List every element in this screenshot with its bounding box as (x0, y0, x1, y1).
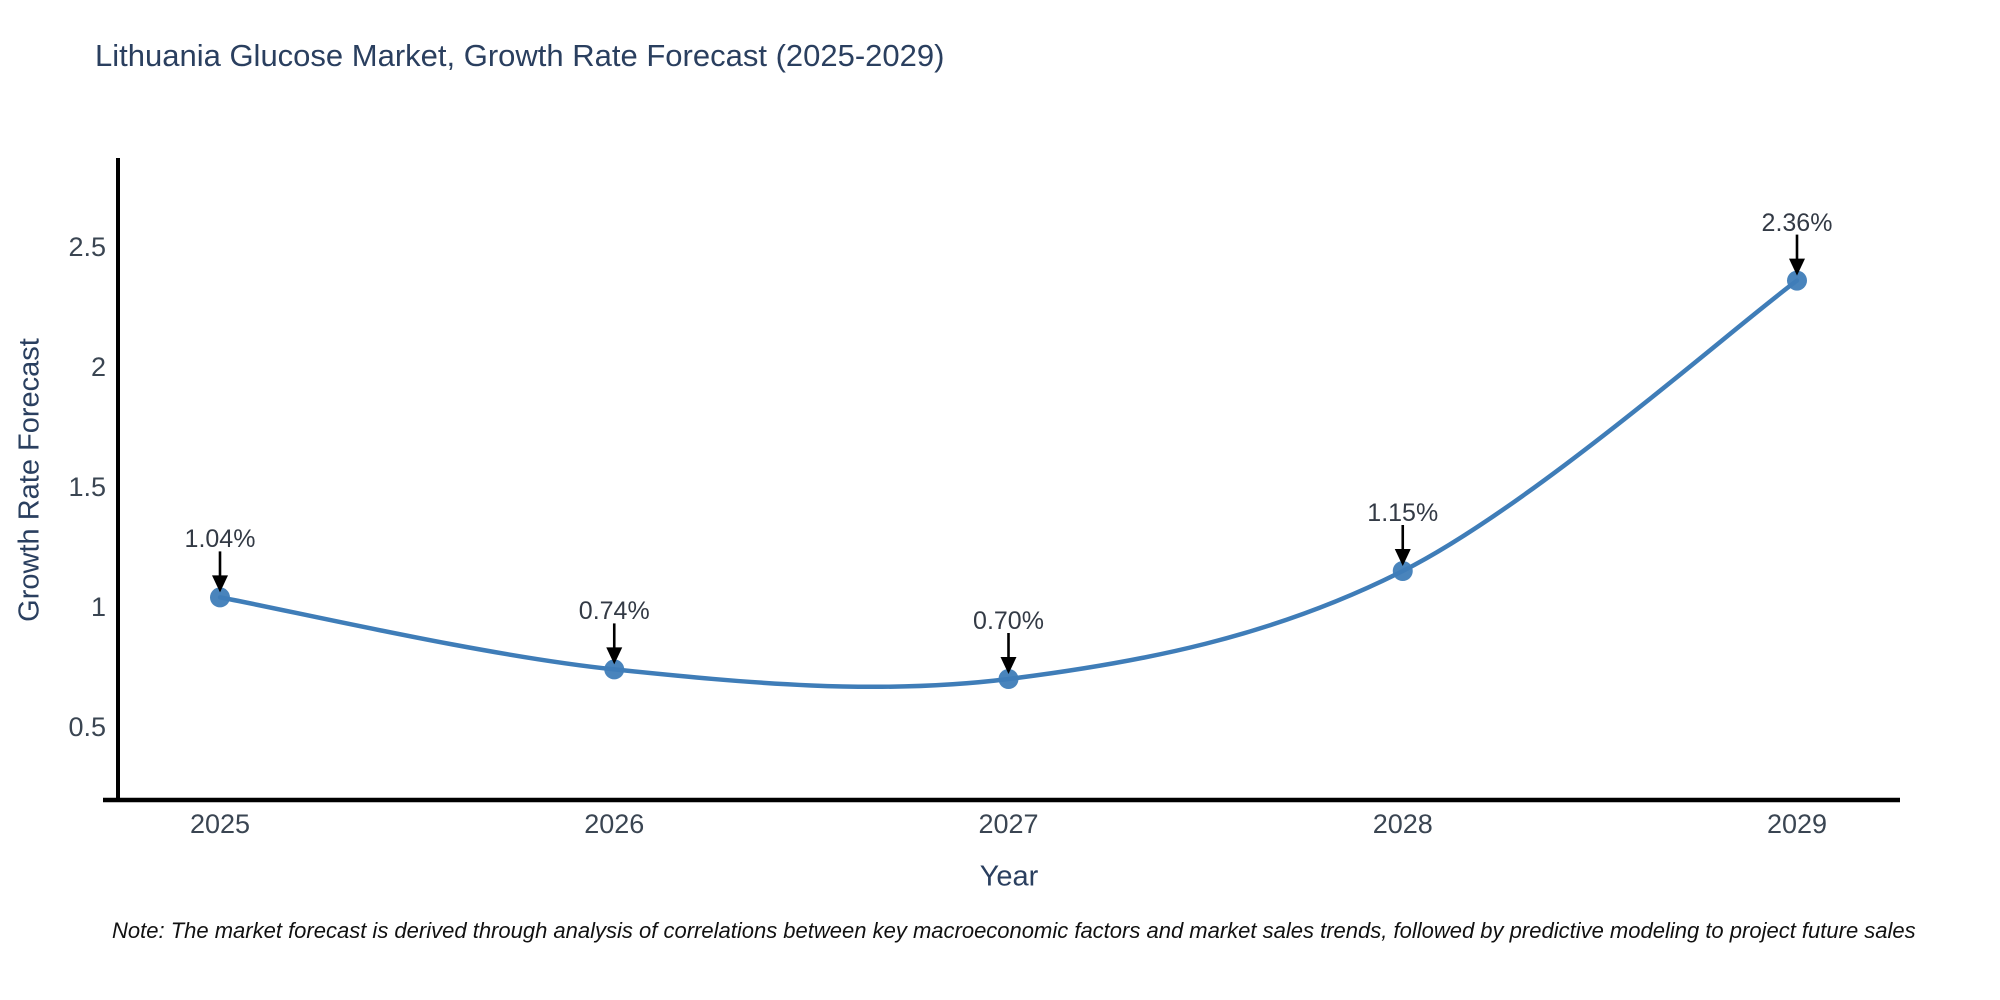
y-tick-label: 1.5 (68, 472, 106, 502)
x-tick-label: 2027 (978, 809, 1039, 839)
point-value-label: 0.70% (973, 607, 1044, 635)
point-value-label: 0.74% (578, 597, 650, 626)
point-value-label: 1.15% (1367, 499, 1439, 527)
footnote: Note: The market forecast is derived thr… (112, 918, 1916, 943)
annotation-arrow-head (1000, 657, 1017, 674)
y-tick-label: 2 (90, 352, 106, 382)
data-point-marker (1787, 270, 1807, 291)
data-point-marker (998, 669, 1019, 689)
y-tick-label: 0.5 (68, 712, 106, 742)
x-tick-label: 2025 (189, 809, 251, 839)
y-tick-label: 1 (90, 592, 106, 622)
point-value-label: 1.04% (184, 525, 256, 554)
x-tick-label: 2026 (584, 809, 645, 839)
x-axis-title: Year (979, 860, 1039, 893)
x-tick-label: 2029 (1766, 809, 1828, 839)
point-value-label: 2.36% (1761, 208, 1833, 237)
annotation-arrow-head (1789, 258, 1805, 276)
data-point-marker (210, 587, 230, 608)
annotation-arrow-head (606, 647, 623, 665)
chart-title: Lithuania Glucose Market, Growth Rate Fo… (95, 38, 945, 73)
annotation-arrow-head (212, 575, 228, 593)
y-tick-label: 2.5 (68, 232, 106, 262)
x-tick-label: 2028 (1372, 809, 1433, 839)
data-point-marker (604, 659, 625, 680)
data-point-marker (1392, 561, 1413, 581)
annotation-arrow-head (1394, 549, 1411, 566)
